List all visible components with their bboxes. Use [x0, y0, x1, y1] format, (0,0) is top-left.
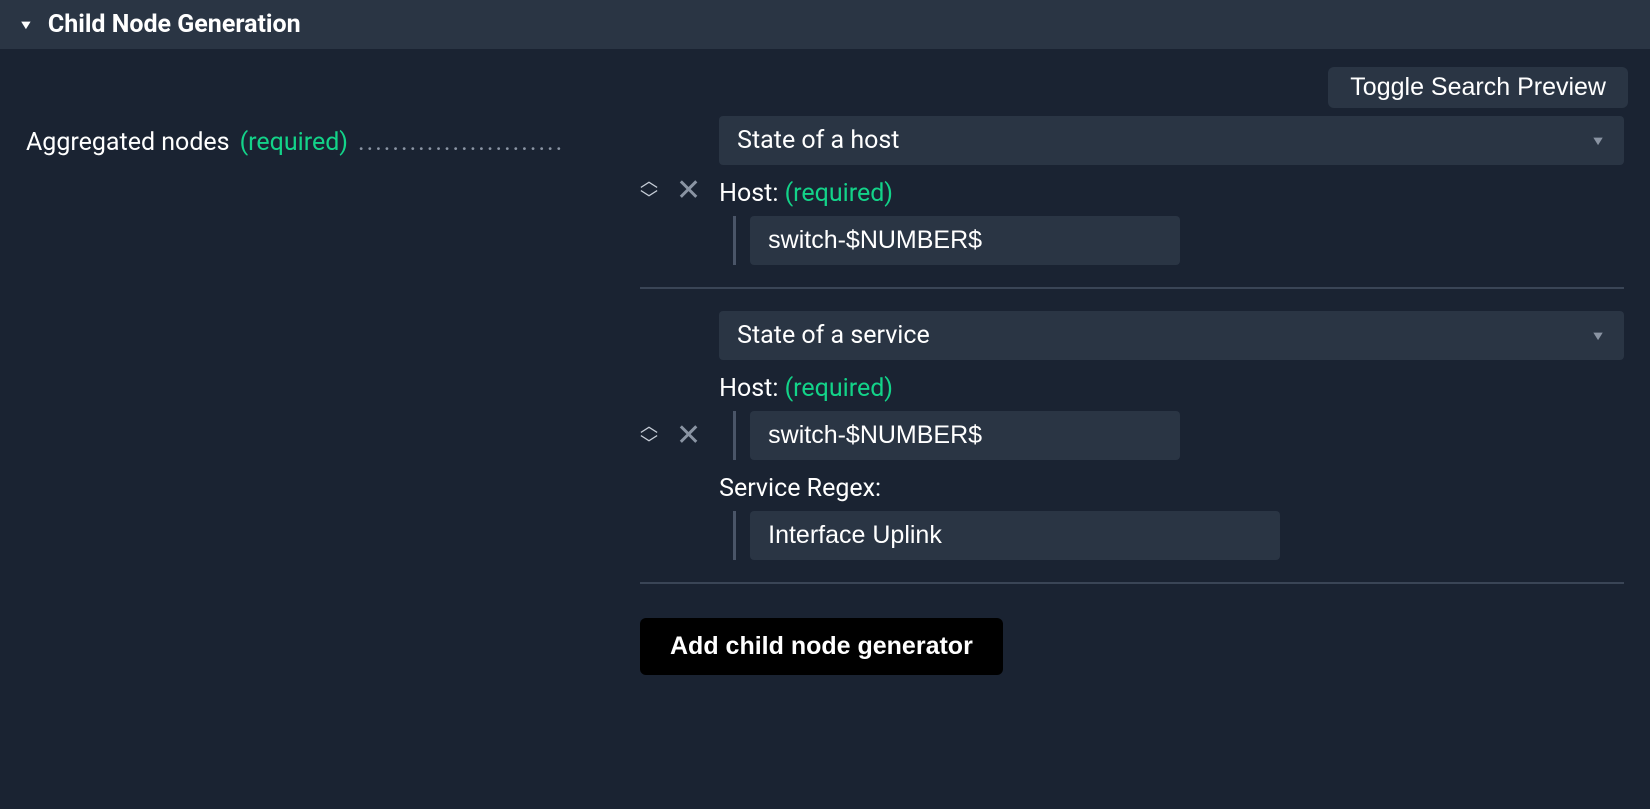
collapse-icon: ▼ [18, 18, 34, 31]
chevron-up-icon: ︿ [640, 418, 658, 436]
select-value: State of a service [737, 321, 930, 350]
add-child-node-generator-button[interactable]: Add child node generator [640, 618, 1003, 675]
generator-block: ︿ ﹀ ✕ State of a host ▼ Host: (required) [640, 116, 1624, 289]
panel-header[interactable]: ▼ Child Node Generation [0, 0, 1650, 49]
field-label-row: Service Regex: [719, 474, 1624, 503]
chevron-down-icon: ﹀ [640, 436, 658, 454]
field-label-row: Host: (required) [719, 179, 1624, 208]
field-value-column: ︿ ﹀ ✕ State of a host ▼ Host: (required) [640, 116, 1624, 675]
field-name-column: Aggregated nodes (required) ............… [26, 116, 640, 157]
select-value: State of a host [737, 126, 899, 155]
host-field: Host: (required) [719, 179, 1624, 265]
field-label: Host: [719, 179, 778, 208]
service-regex-field: Service Regex: [719, 474, 1624, 560]
field-label-row: Host: (required) [719, 374, 1624, 403]
host-input[interactable] [750, 216, 1180, 265]
aggregated-nodes-label: Aggregated nodes [26, 128, 230, 157]
remove-generator-button[interactable]: ✕ [676, 421, 701, 451]
field-label: Service Regex: [719, 474, 881, 503]
required-marker: (required) [785, 179, 893, 208]
chevron-down-icon: ▼ [1590, 133, 1606, 149]
generator-content: State of a host ▼ Host: (required) [719, 116, 1624, 265]
chevron-down-icon: ﹀ [640, 191, 658, 209]
chevron-down-icon: ▼ [1590, 328, 1606, 344]
dotted-leader: ........................ [358, 128, 640, 157]
reorder-handle[interactable]: ︿ ﹀ [640, 173, 658, 209]
state-type-select[interactable]: State of a host ▼ [719, 116, 1624, 165]
input-indent-bar [733, 216, 736, 265]
top-actions: Toggle Search Preview [0, 49, 1650, 116]
reorder-handle[interactable]: ︿ ﹀ [640, 418, 658, 454]
input-indent-bar [733, 411, 736, 460]
add-button-row: Add child node generator [640, 606, 1624, 675]
service-regex-input[interactable] [750, 511, 1280, 560]
chevron-up-icon: ︿ [640, 173, 658, 191]
state-type-select[interactable]: State of a service ▼ [719, 311, 1624, 360]
input-indent-bar [733, 511, 736, 560]
field-label: Host: [719, 374, 778, 403]
input-row [719, 411, 1624, 460]
toggle-search-preview-button[interactable]: Toggle Search Preview [1328, 67, 1628, 108]
input-row [719, 216, 1624, 265]
panel-title: Child Node Generation [48, 10, 301, 39]
host-field: Host: (required) [719, 374, 1624, 460]
host-input[interactable] [750, 411, 1180, 460]
generator-block: ︿ ﹀ ✕ State of a service ▼ Host: (requir… [640, 311, 1624, 584]
generator-content: State of a service ▼ Host: (required) [719, 311, 1624, 560]
remove-generator-button[interactable]: ✕ [676, 176, 701, 206]
required-marker: (required) [240, 128, 348, 157]
form-row: Aggregated nodes (required) ............… [0, 116, 1650, 675]
input-row [719, 511, 1624, 560]
required-marker: (required) [785, 374, 893, 403]
